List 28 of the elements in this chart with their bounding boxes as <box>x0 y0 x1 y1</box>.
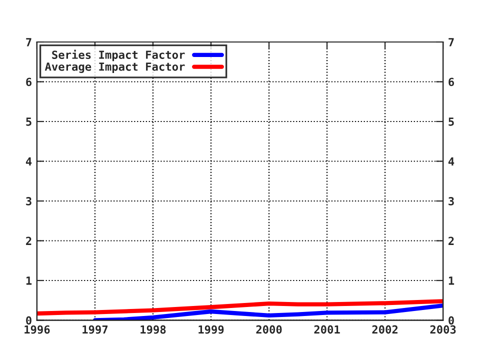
x-tick-label: 2003 <box>430 325 456 334</box>
x-tick-label: 1996 <box>24 325 50 334</box>
legend-label: Series Impact Factor <box>52 50 185 62</box>
x-tick-label: 2000 <box>256 325 282 334</box>
legend-label: Average Impact Factor <box>44 62 185 73</box>
x-tick-label: 2002 <box>372 325 398 334</box>
y2-tick-label: 3 <box>448 196 454 206</box>
y2-tick-label: 7 <box>448 38 454 46</box>
y-tick-label: 0 <box>26 316 32 325</box>
x-tick-label: 1999 <box>198 325 224 334</box>
y2-tick-label: 1 <box>448 276 454 285</box>
y2-tick-label: 6 <box>448 78 454 86</box>
y-tick-label: 2 <box>26 236 32 245</box>
y-tick-label: 1 <box>26 276 32 285</box>
x-tick-label: 1998 <box>140 325 166 334</box>
y-tick-label: 5 <box>26 118 32 126</box>
y-tick-label: 6 <box>26 78 32 86</box>
line-series <box>92 303 444 320</box>
x-tick-label: 1997 <box>82 325 108 334</box>
y-tick-label: 7 <box>26 38 32 46</box>
x-tick-label: 2001 <box>314 325 340 334</box>
line-series <box>36 299 444 316</box>
y2-tick-label: 0 <box>448 316 454 325</box>
y2-tick-label: 4 <box>448 157 454 166</box>
y2-tick-label: 5 <box>448 118 454 126</box>
y2-tick-label: 2 <box>448 236 454 245</box>
y-tick-label: 3 <box>26 196 32 206</box>
y-tick-label: 4 <box>26 157 32 166</box>
